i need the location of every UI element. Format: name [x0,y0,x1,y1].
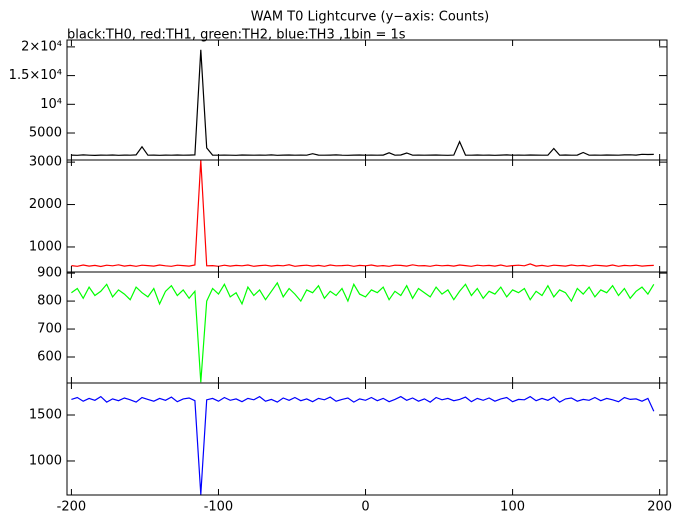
series-line [71,281,655,383]
panel-frame [66,39,668,161]
y-tick-label: 600 [37,349,62,364]
x-tick-label: 200 [647,500,672,515]
y-tick-label: 10⁴ [40,97,62,112]
panel-frame [66,382,668,496]
y-tick-label: 5000 [29,126,62,141]
x-tick-label: 100 [500,500,525,515]
x-tick-label: 0 [361,500,369,515]
series-line [71,395,655,495]
y-tick-label: 1000 [29,453,62,468]
y-tick-label: 1.5×10⁴ [9,68,62,83]
panel-frame [66,159,668,273]
chart-subtitle: black:TH0, red:TH1, green:TH2, blue:TH3 … [67,28,406,43]
chart-title: WAM T0 Lightcurve (y−axis: Counts) [251,10,489,25]
y-tick-label: 900 [37,266,62,281]
y-tick-label: 700 [37,322,62,337]
y-tick-label: 2000 [29,197,62,212]
y-tick-label: 2×10⁴ [21,39,62,54]
y-tick-label: 1000 [29,239,62,254]
y-tick-label: 800 [37,294,62,309]
y-tick-label: 3000 [29,155,62,170]
series-line [71,160,654,268]
y-tick-label: 1500 [29,408,62,423]
x-tick-label: -200 [57,500,87,515]
series-line [71,49,654,157]
x-tick-label: -100 [204,500,234,515]
